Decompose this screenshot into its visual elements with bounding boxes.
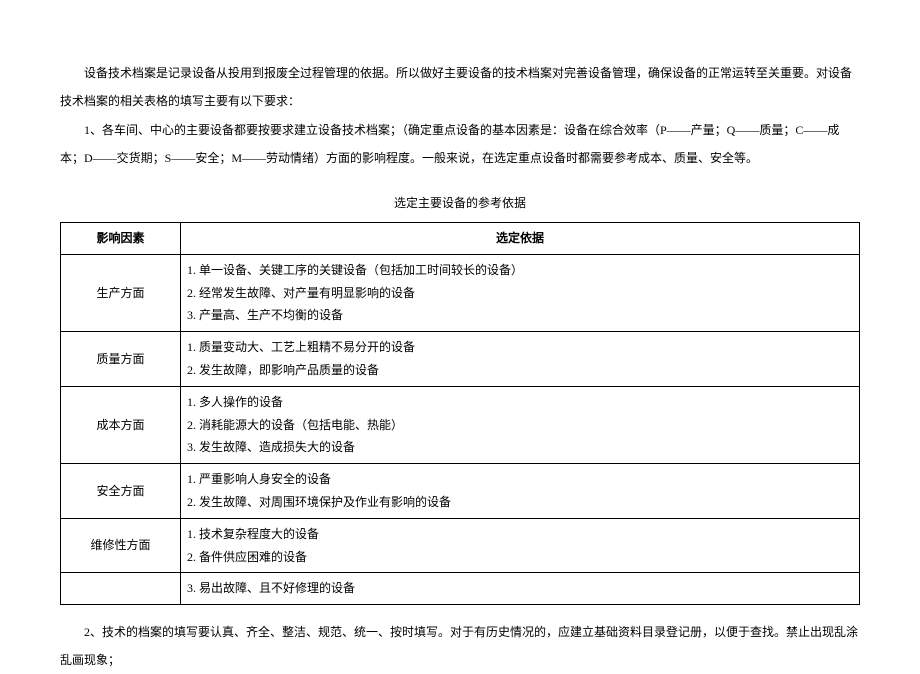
factor-cell: 质量方面: [61, 332, 181, 387]
factor-cell: [61, 573, 181, 605]
basis-line: 2. 发生故障、对周围环境保护及作业有影响的设备: [187, 491, 853, 514]
basis-cell: 1. 质量变动大、工艺上粗精不易分开的设备 2. 发生故障，即影响产品质量的设备: [181, 332, 860, 387]
basis-line: 1. 质量变动大、工艺上粗精不易分开的设备: [187, 336, 853, 359]
factor-cell: 维修性方面: [61, 518, 181, 573]
table-row: 维修性方面 1. 技术复杂程度大的设备 2. 备件供应困难的设备: [61, 518, 860, 573]
basis-line: 1. 单一设备、关键工序的关键设备（包括加工时间较长的设备）: [187, 259, 853, 282]
basis-cell: 3. 易出故障、且不好修理的设备: [181, 573, 860, 605]
table-row: 安全方面 1. 严重影响人身安全的设备 2. 发生故障、对周围环境保护及作业有影…: [61, 464, 860, 519]
criteria-table: 影响因素 选定依据 生产方面 1. 单一设备、关键工序的关键设备（包括加工时间较…: [60, 222, 860, 605]
basis-line: 2. 消耗能源大的设备（包括电能、热能）: [187, 414, 853, 437]
table-row: 3. 易出故障、且不好修理的设备: [61, 573, 860, 605]
basis-line: 2. 经常发生故障、对产量有明显影响的设备: [187, 282, 853, 305]
basis-line: 1. 多人操作的设备: [187, 391, 853, 414]
table-row: 生产方面 1. 单一设备、关键工序的关键设备（包括加工时间较长的设备） 2. 经…: [61, 254, 860, 331]
header-basis: 选定依据: [181, 222, 860, 254]
basis-cell: 1. 严重影响人身安全的设备 2. 发生故障、对周围环境保护及作业有影响的设备: [181, 464, 860, 519]
table-title: 选定主要设备的参考依据: [60, 190, 860, 218]
basis-line: 1. 严重影响人身安全的设备: [187, 468, 853, 491]
table-header-row: 影响因素 选定依据: [61, 222, 860, 254]
factor-cell: 安全方面: [61, 464, 181, 519]
item2-paragraph: 2、技术的档案的填写要认真、齐全、整洁、规范、统一、按时填写。对于有历史情况的，…: [60, 619, 860, 674]
factor-cell: 成本方面: [61, 386, 181, 463]
basis-line: 3. 发生故障、造成损失大的设备: [187, 436, 853, 459]
basis-line: 1. 技术复杂程度大的设备: [187, 523, 853, 546]
basis-cell: 1. 技术复杂程度大的设备 2. 备件供应困难的设备: [181, 518, 860, 573]
basis-line: 2. 备件供应困难的设备: [187, 546, 853, 569]
basis-cell: 1. 多人操作的设备 2. 消耗能源大的设备（包括电能、热能） 3. 发生故障、…: [181, 386, 860, 463]
intro-paragraph: 设备技术档案是记录设备从投用到报废全过程管理的依据。所以做好主要设备的技术档案对…: [60, 60, 860, 115]
table-row: 质量方面 1. 质量变动大、工艺上粗精不易分开的设备 2. 发生故障，即影响产品…: [61, 332, 860, 387]
item1-paragraph: 1、各车间、中心的主要设备都要按要求建立设备技术档案；（确定重点设备的基本因素是…: [60, 117, 860, 172]
basis-line: 3. 易出故障、且不好修理的设备: [187, 577, 853, 600]
header-factor: 影响因素: [61, 222, 181, 254]
basis-line: 2. 发生故障，即影响产品质量的设备: [187, 359, 853, 382]
table-row: 成本方面 1. 多人操作的设备 2. 消耗能源大的设备（包括电能、热能） 3. …: [61, 386, 860, 463]
basis-line: 3. 产量高、生产不均衡的设备: [187, 304, 853, 327]
factor-cell: 生产方面: [61, 254, 181, 331]
basis-cell: 1. 单一设备、关键工序的关键设备（包括加工时间较长的设备） 2. 经常发生故障…: [181, 254, 860, 331]
